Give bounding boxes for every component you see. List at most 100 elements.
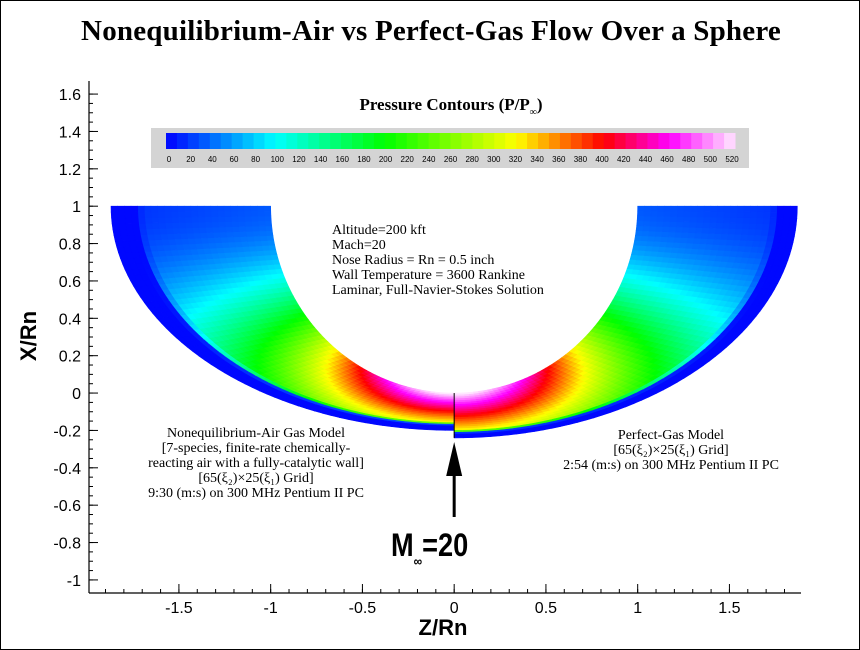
contour-cell xyxy=(210,211,219,218)
contour-cell xyxy=(178,227,187,234)
colorbar-tick-label: 180 xyxy=(357,155,371,164)
contour-cell xyxy=(717,205,725,213)
contour-cell xyxy=(164,222,173,229)
colorbar-swatch xyxy=(570,133,583,149)
contour-cell xyxy=(648,230,657,237)
contour-cell xyxy=(110,205,119,213)
contour-cell xyxy=(462,435,473,439)
contour-cell xyxy=(111,223,120,230)
contour-cell xyxy=(237,215,246,222)
annotation-line: Perfect-Gas Model xyxy=(617,428,725,443)
contour-cell xyxy=(655,226,664,232)
contour-cell xyxy=(782,217,791,225)
colorbar-swatch xyxy=(166,133,178,149)
contour-cell xyxy=(116,246,126,254)
contour-cell xyxy=(144,222,153,230)
contour-cell xyxy=(157,205,165,213)
colorbar-swatch xyxy=(308,133,320,149)
contour-cell xyxy=(730,205,738,213)
contour-cell xyxy=(701,227,710,234)
contour-cell xyxy=(636,220,645,227)
contour-cell xyxy=(681,226,690,233)
contour-cell xyxy=(218,226,227,233)
colorbar-swatch xyxy=(505,133,517,149)
colorbar-swatch xyxy=(713,133,725,149)
contour-cell xyxy=(668,226,677,233)
contour-cell xyxy=(688,226,697,234)
contour-cell xyxy=(669,221,678,228)
contour-cell xyxy=(143,205,152,213)
contour-cell xyxy=(656,220,664,227)
contour-cell xyxy=(250,210,258,217)
contour-cell xyxy=(170,211,179,218)
contour-cell xyxy=(257,215,265,222)
contour-cell xyxy=(426,427,437,431)
contour-cell xyxy=(730,211,738,218)
contour-cell xyxy=(723,205,732,213)
contour-cell xyxy=(117,217,126,224)
x-tick-label: 0 xyxy=(450,600,459,617)
contour-cell xyxy=(177,211,185,218)
contour-cell xyxy=(654,231,663,237)
contour-cell xyxy=(158,222,167,229)
contour-cell xyxy=(722,216,731,224)
colorbar-swatch xyxy=(176,133,189,149)
contour-cell xyxy=(763,205,772,213)
contour-cell xyxy=(131,222,140,230)
y-tick-label: -1 xyxy=(67,573,81,590)
contour-cell xyxy=(178,222,187,229)
contour-cell xyxy=(729,217,738,224)
contour-cell xyxy=(210,216,219,223)
contour-cell xyxy=(170,216,179,223)
contour-cell xyxy=(137,217,146,224)
contour-cell xyxy=(637,210,645,217)
contour-cell xyxy=(709,222,718,229)
colorbar-tick-label: 380 xyxy=(574,155,588,164)
contour-cell xyxy=(734,228,743,235)
mach-main: M xyxy=(391,527,414,563)
contour-cell xyxy=(252,235,262,242)
contour-cell xyxy=(635,225,644,232)
contour-cell xyxy=(756,211,765,219)
contour-cell xyxy=(670,211,678,217)
contour-cell xyxy=(689,221,698,228)
contour-cell xyxy=(243,210,252,217)
contour-cell xyxy=(225,226,234,233)
contour-cell xyxy=(640,235,649,242)
contour-cell xyxy=(139,228,148,235)
annotation-line: Altitude=200 kft xyxy=(332,223,426,238)
contour-cell xyxy=(244,215,252,222)
contour-cell xyxy=(715,222,724,229)
contour-cell xyxy=(643,205,652,212)
contour-cell xyxy=(231,221,239,228)
colorbar-swatch xyxy=(242,133,255,149)
colorbar-tick-label: 160 xyxy=(336,155,350,164)
colorbar-tick-label: 480 xyxy=(682,155,696,164)
contour-cell xyxy=(250,205,258,212)
colorbar-swatch xyxy=(592,133,605,149)
colorbar-tick-label: 260 xyxy=(444,155,458,164)
contour-cell xyxy=(762,223,771,230)
mach-sub: ∞ xyxy=(413,553,423,569)
x-tick-label: 1.5 xyxy=(718,600,740,617)
x-tick-label: -1 xyxy=(264,600,278,617)
contour-cell xyxy=(250,215,259,222)
contour-cell xyxy=(203,205,212,212)
colorbar-swatch xyxy=(439,133,451,149)
contour-cell xyxy=(696,211,705,218)
contour-cell xyxy=(676,221,684,228)
contour-cell xyxy=(237,210,245,217)
contour-cell xyxy=(204,216,212,223)
contour-cell xyxy=(152,228,161,235)
contour-cell xyxy=(660,236,669,243)
contour-cell xyxy=(124,223,134,230)
contour-cell xyxy=(667,231,677,238)
contour-cell xyxy=(716,211,725,218)
contour-cell xyxy=(117,205,125,213)
mach-end: =20 xyxy=(422,527,469,563)
annotation-line: Nonequilibrium-Air Gas Model xyxy=(166,426,346,441)
colorbar-swatch xyxy=(581,133,594,149)
contour-cell xyxy=(783,205,791,213)
conditions-annotation: Altitude=200 kft Mach=20 Nose Radius = R… xyxy=(332,223,544,298)
y-tick-label: -0.2 xyxy=(53,423,81,440)
